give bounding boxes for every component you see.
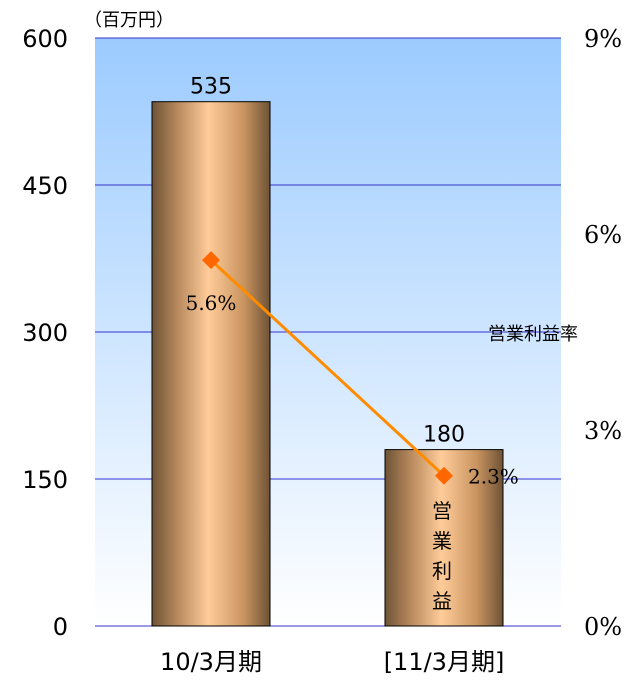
y-right-tick-label: 0% (584, 613, 622, 641)
y-left-tick-label: 450 (22, 172, 68, 200)
line-series-label: 営業利益率 (488, 324, 578, 345)
line-path (209, 259, 446, 477)
x-tick-label: 10/3月期 (160, 648, 262, 676)
y-right-tick-label: 9% (584, 25, 622, 53)
y-left-tick-label: 150 (22, 466, 68, 494)
bar-inside-label-char: 利 (432, 559, 452, 583)
y-right-tick-label: 3% (584, 417, 622, 445)
unit-label: （百万円） (84, 10, 174, 31)
line-point-label: 5.6% (186, 291, 237, 315)
line-point (435, 466, 453, 485)
line-point (202, 251, 220, 270)
y-left-tick-label: 300 (22, 319, 68, 347)
labels: 0 150 300 450 600 0% 3% 6% 9% 535 10/3月期 180 [11/3月期… (22, 25, 622, 676)
bar-value-label: 180 (423, 423, 465, 448)
bar-inside-label-char: 業 (432, 529, 452, 553)
bar-inside-label-char: 営 (432, 499, 452, 523)
y-left-tick-label: 600 (22, 25, 68, 53)
line-point-label: 2.3% (468, 465, 519, 489)
x-tick-label: [11/3月期] (384, 648, 505, 676)
bar-value-label: 535 (190, 75, 232, 100)
profit-rate-line (202, 251, 453, 485)
bar-inside-label-char: 益 (432, 589, 452, 613)
y-left-tick-label: 0 (53, 613, 68, 641)
bar (151, 101, 271, 627)
y-right-tick-label: 6% (584, 221, 622, 249)
